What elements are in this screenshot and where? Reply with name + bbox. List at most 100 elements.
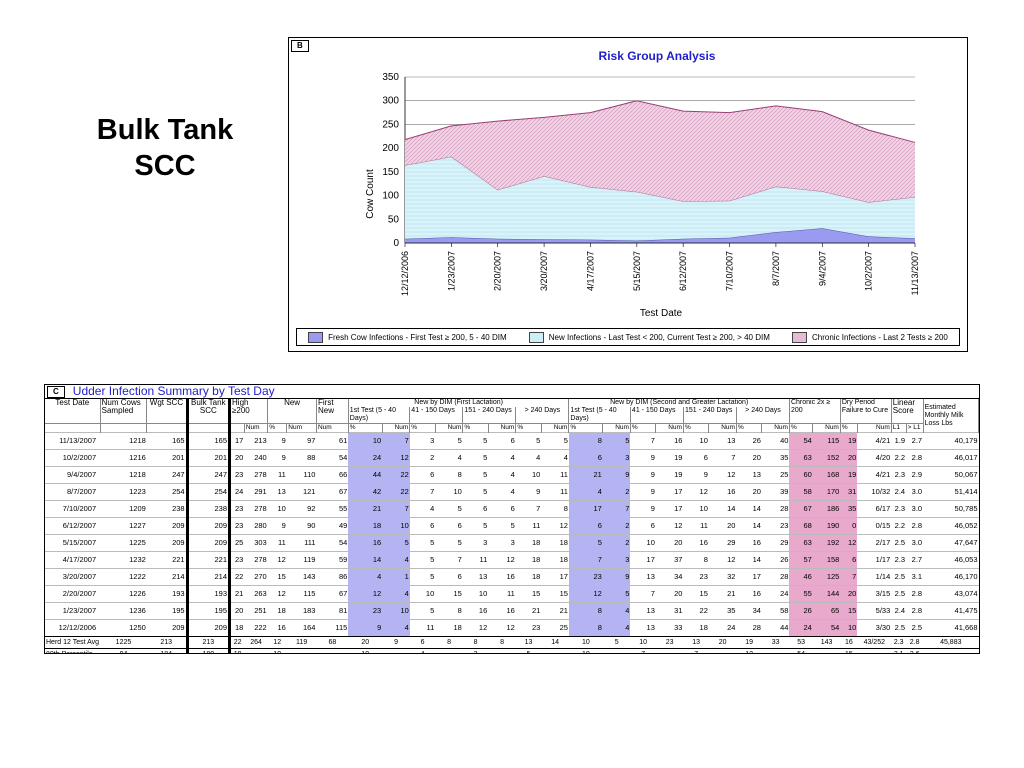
table-cell: 2.3 (891, 466, 907, 484)
table-cell: 24 (761, 585, 790, 603)
summary-cell: 6 (409, 636, 436, 649)
table-cell: 115 (812, 432, 841, 450)
table-cell: 10 (382, 517, 410, 535)
table-cell: 193 (146, 585, 188, 603)
table-cell: 18 (515, 551, 542, 569)
table-cell: 12 (655, 517, 684, 535)
table-cell: 18 (515, 568, 542, 586)
table-cell: 55 (789, 585, 813, 603)
table-cell: 6 (462, 500, 489, 518)
table-cell: 57 (789, 551, 813, 569)
summary-cell (382, 648, 410, 653)
table-cell: 247 (146, 466, 188, 484)
table-row: 4/17/2007 1232 221 221 23 278 12 119 59 14 4 5 7 11 12… (45, 551, 979, 569)
table-cell: 23 (761, 517, 790, 535)
x-tick-label: 10/2/2007 (864, 251, 874, 291)
table-cell: 2.9 (906, 466, 924, 484)
header-second-lactation: New by DIM (Second and Greater Lactation… (568, 399, 790, 407)
table-cell: 195 (185, 602, 232, 620)
table-cell: 1250 (100, 619, 147, 637)
summary-cell (244, 648, 268, 653)
header-milk-loss: Estimated Monthly Milk Loss Lbs (923, 399, 979, 433)
table-cell: 270 (244, 568, 268, 586)
table-row: 3/20/2007 1222 214 214 22 270 15 143 86 4 1 5 6 13 16 1… (45, 568, 979, 586)
table-cell: 35 (761, 449, 790, 467)
table-cell: 17 (229, 432, 245, 450)
table-cell: 17 (541, 568, 569, 586)
table-cell: 17 (568, 500, 603, 518)
table-cell: 11 (462, 551, 489, 569)
table-cell: 19 (840, 432, 858, 450)
table-cell: 0/15 (857, 517, 892, 535)
table-cell: 46 (789, 568, 813, 586)
table-cell: 60 (789, 466, 813, 484)
table-cell: 1236 (100, 602, 147, 620)
table-cell: 63 (789, 534, 813, 552)
table-cell: 9 (602, 466, 631, 484)
table-panel-tag: C (47, 385, 65, 398)
table-cell: 41,668 (923, 619, 979, 637)
table-cell: 12 (267, 551, 287, 569)
table-cell: 2.4 (891, 602, 907, 620)
table-cell: 5 (462, 449, 489, 467)
header-bulk-tank-scc: Bulk Tank SCC (185, 399, 232, 424)
table-cell: 186 (812, 500, 841, 518)
table-cell: 90 (286, 517, 317, 535)
table-cell: 97 (286, 432, 317, 450)
table-cell: 2.8 (906, 517, 924, 535)
table-cell: 238 (185, 500, 232, 518)
table-cell: 2.3 (891, 551, 907, 569)
y-tick-label: 350 (382, 72, 399, 83)
legend-label-new: New Infections - Last Test < 200, Curren… (548, 332, 770, 342)
summary-cell: 7 (683, 648, 709, 653)
table-cell: 12 (683, 483, 709, 501)
table-cell: 24 (708, 619, 737, 637)
summary-cell: 45,883 (923, 636, 979, 649)
table-cell: 16 (462, 602, 489, 620)
sub-num: Num (244, 423, 269, 433)
table-cell: 26 (736, 432, 762, 450)
table-cell: 66 (316, 466, 349, 484)
table-cell: 2.8 (906, 449, 924, 467)
table-cell: 240 (244, 449, 268, 467)
sub-pct: % (736, 423, 763, 433)
table-cell: 6 (840, 551, 858, 569)
summary-cell: 2.8 (906, 636, 924, 649)
table-cell: 3.0 (906, 500, 924, 518)
table-cell: 6/17 (857, 500, 892, 518)
table-cell: 29 (761, 534, 790, 552)
sub-pct: % (840, 423, 858, 433)
table-cell: 28 (761, 568, 790, 586)
table-cell: 18 (435, 619, 463, 637)
cell-test-date: 7/10/2007 (45, 500, 101, 518)
table-cell: 209 (146, 619, 188, 637)
table-cell: 5 (435, 534, 463, 552)
area-series-2 (405, 156, 915, 241)
table-cell: 20 (840, 585, 858, 603)
sub-pct: % (462, 423, 489, 433)
table-cell: 25 (229, 534, 245, 552)
table-cell: 8 (568, 432, 603, 450)
table-cell: 1218 (100, 432, 147, 450)
table-cell: 280 (244, 517, 268, 535)
table-cell: 15 (267, 568, 287, 586)
table-cell: 20 (736, 449, 762, 467)
table-cell: 40 (761, 432, 790, 450)
table-cell: 5 (602, 432, 631, 450)
table-cell: 19 (655, 449, 684, 467)
summary-cell: 10 (568, 648, 603, 653)
table-cell: 50,067 (923, 466, 979, 484)
cell-test-date: 10/2/2007 (45, 449, 101, 467)
table-cell: 12 (568, 585, 603, 603)
table-cell: 4 (602, 602, 631, 620)
table-cell: 238 (146, 500, 188, 518)
sub-pct: % (348, 423, 383, 433)
x-tick-label: 11/13/2007 (910, 251, 920, 295)
table-cell: 1 (382, 568, 410, 586)
table-cell: 5 (541, 432, 569, 450)
table-cell: 20 (736, 483, 762, 501)
table-cell: 29 (708, 534, 737, 552)
table-cell: 4 (435, 449, 463, 467)
table-cell: 16 (683, 534, 709, 552)
header-new: New (267, 399, 317, 424)
